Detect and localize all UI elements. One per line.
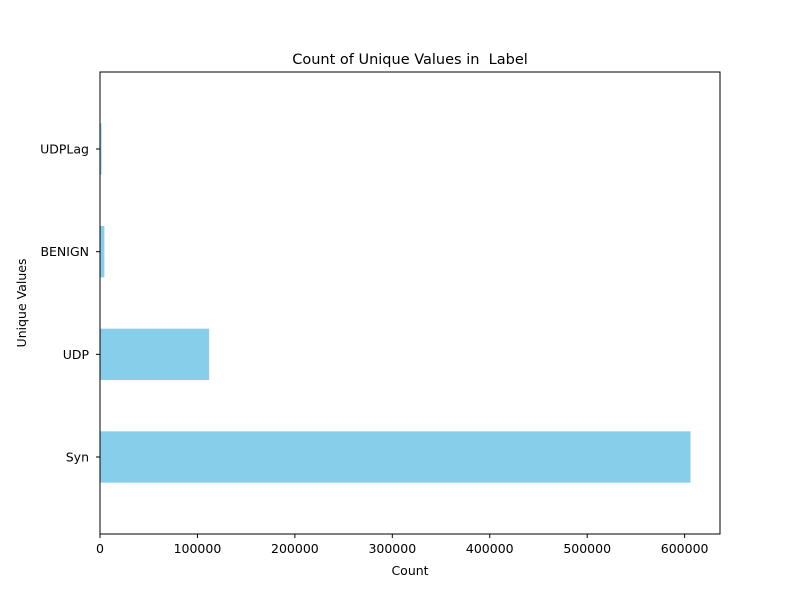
y-axis-ticks: Syn UDP BENIGN UDPLag <box>40 142 100 465</box>
x-tick-label: 200000 <box>271 541 319 556</box>
y-tick-label: Syn <box>66 450 89 465</box>
bar-udplag <box>100 123 102 175</box>
bar-udp <box>100 328 210 380</box>
chart-title: Count of Unique Values in Label <box>292 52 528 68</box>
y-tick-label: UDP <box>63 347 90 362</box>
y-tick-label: UDPLag <box>40 142 89 157</box>
x-axis-ticks: 0 100000 200000 300000 400000 500000 600000 <box>96 534 709 556</box>
bar-benign <box>100 226 105 278</box>
x-tick-label: 500000 <box>563 541 611 556</box>
y-tick-label: BENIGN <box>40 244 89 259</box>
x-axis-label: Count <box>391 563 428 578</box>
x-tick-label: 400000 <box>466 541 514 556</box>
x-tick-label: 100000 <box>174 541 222 556</box>
plot-frame <box>99 71 721 535</box>
x-tick-label: 300000 <box>368 541 416 556</box>
y-axis-label: Unique Values <box>14 259 29 348</box>
bars-group <box>100 123 691 483</box>
x-tick-label: 0 <box>96 541 104 556</box>
x-tick-label: 600000 <box>661 541 709 556</box>
bar-syn <box>100 431 691 483</box>
